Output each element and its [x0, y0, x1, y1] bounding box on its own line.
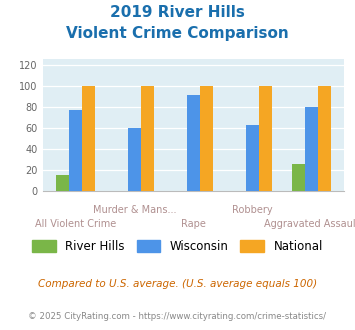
Text: Rape: Rape [181, 219, 206, 229]
Bar [128, 128, 141, 191]
Text: Murder & Mans...: Murder & Mans... [93, 205, 176, 215]
Bar [82, 86, 95, 191]
Bar [56, 175, 69, 191]
Text: Compared to U.S. average. (U.S. average equals 100): Compared to U.S. average. (U.S. average … [38, 279, 317, 289]
Bar [69, 110, 82, 191]
Text: Violent Crime Comparison: Violent Crime Comparison [66, 26, 289, 41]
Bar [141, 86, 154, 191]
Legend: River Hills, Wisconsin, National: River Hills, Wisconsin, National [28, 235, 327, 258]
Bar [305, 107, 318, 191]
Text: Robbery: Robbery [232, 205, 273, 215]
Text: 2019 River Hills: 2019 River Hills [110, 5, 245, 20]
Bar [318, 86, 331, 191]
Bar [200, 86, 213, 191]
Text: Aggravated Assault: Aggravated Assault [264, 219, 355, 229]
Text: All Violent Crime: All Violent Crime [34, 219, 116, 229]
Bar [246, 125, 259, 191]
Text: © 2025 CityRating.com - https://www.cityrating.com/crime-statistics/: © 2025 CityRating.com - https://www.city… [28, 312, 327, 321]
Bar [187, 95, 200, 191]
Bar [259, 86, 272, 191]
Bar [292, 164, 305, 191]
